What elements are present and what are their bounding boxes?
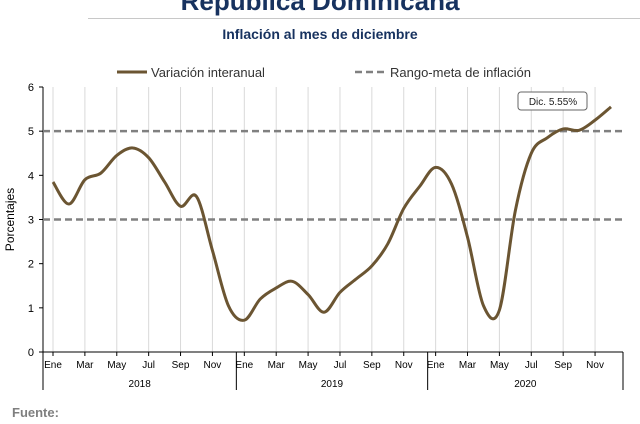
x-tick-label: Sep bbox=[172, 360, 190, 371]
y-tick-label: 2 bbox=[28, 259, 34, 271]
x-tick-label: Jul bbox=[142, 360, 155, 371]
annotation-box bbox=[517, 91, 588, 111]
x-tick-label: Jul bbox=[334, 360, 347, 371]
y-tick-label: 0 bbox=[28, 347, 34, 359]
x-tick-label: Nov bbox=[395, 360, 413, 371]
x-tick-label: Nov bbox=[204, 360, 222, 371]
y-axis-label: Porcentajes bbox=[3, 188, 17, 251]
x-tick-label: Ene bbox=[44, 360, 62, 371]
x-year-label: 2018 bbox=[129, 379, 152, 390]
x-tick-label: Sep bbox=[363, 360, 381, 371]
chart-subtitle: Inflación al mes de diciembre bbox=[222, 26, 418, 42]
x-tick-label: May bbox=[490, 360, 509, 371]
y-tick-label: 3 bbox=[28, 215, 34, 227]
x-tick-label: Mar bbox=[76, 360, 94, 371]
y-tick-label: 5 bbox=[28, 126, 34, 138]
x-tick-label: Jul bbox=[525, 360, 538, 371]
title-divider bbox=[88, 18, 640, 19]
source-label: Fuente: bbox=[12, 405, 59, 420]
legend-label-variacion-interanual: Variación interanual bbox=[151, 65, 265, 80]
series-line-variacion-interanual bbox=[51, 105, 612, 322]
y-tick-label: 1 bbox=[28, 303, 34, 315]
x-tick-label: May bbox=[107, 360, 126, 371]
annotation-label: Dic. 5.55% bbox=[529, 97, 577, 108]
x-tick-label: Ene bbox=[235, 360, 253, 371]
x-tick-label: Mar bbox=[268, 360, 286, 371]
x-tick-label: Ene bbox=[427, 360, 445, 371]
x-tick-label: Nov bbox=[586, 360, 604, 371]
chart-title: República Dominicana bbox=[180, 0, 460, 16]
x-tick-label: Sep bbox=[554, 360, 572, 371]
y-tick-label: 6 bbox=[28, 82, 34, 94]
x-tick-label: May bbox=[299, 360, 318, 371]
x-year-label: 2020 bbox=[514, 379, 537, 390]
legend-label-rango-meta: Rango-meta de inflación bbox=[390, 65, 531, 80]
x-tick-label: Mar bbox=[459, 360, 477, 371]
x-year-label: 2019 bbox=[321, 379, 344, 390]
y-tick-label: 4 bbox=[28, 170, 34, 182]
